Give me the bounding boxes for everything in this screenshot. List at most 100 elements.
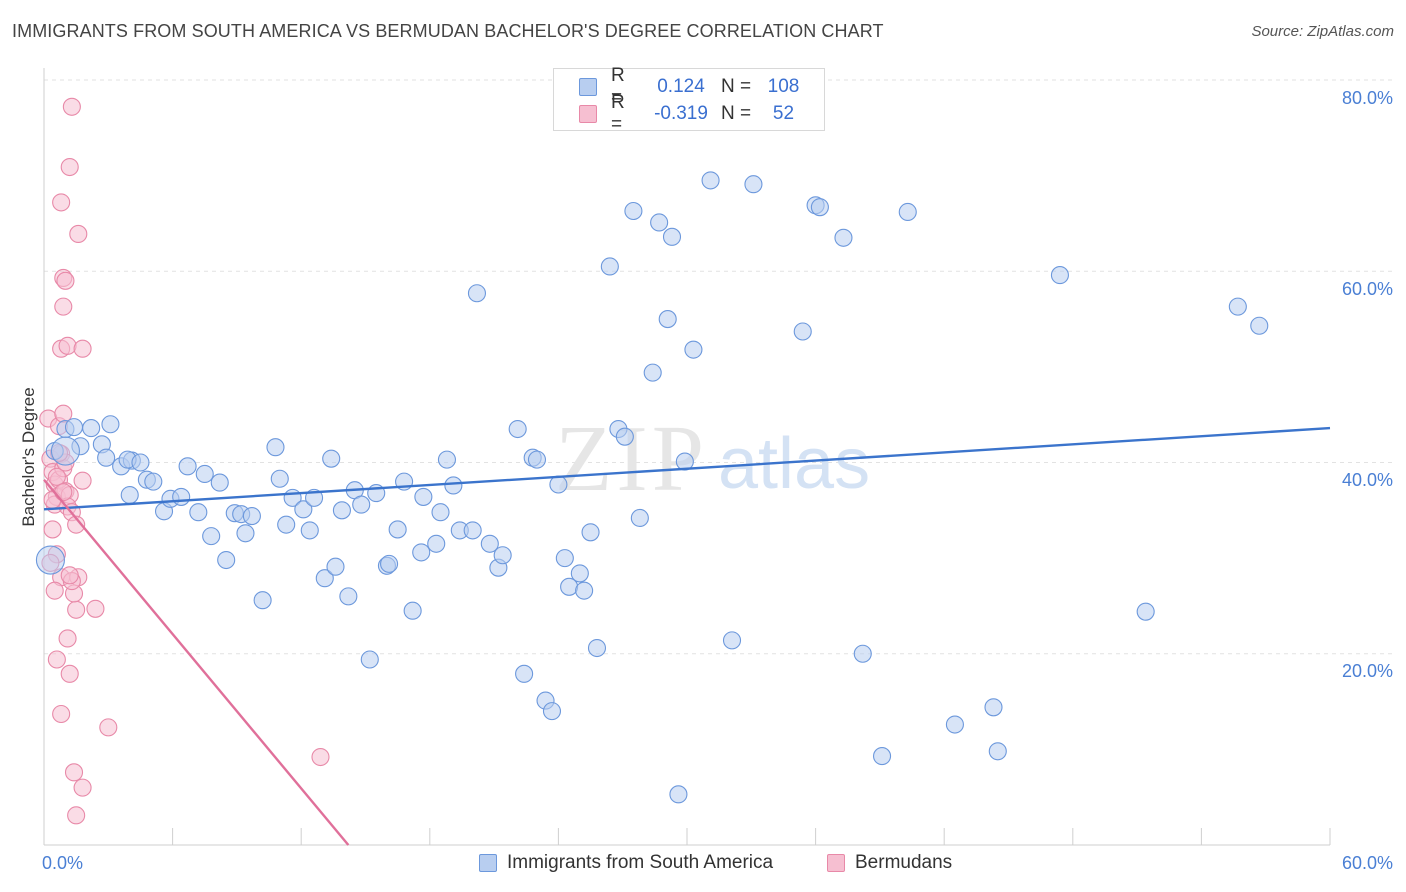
- data-point: [217, 550, 236, 570]
- data-point: [834, 228, 853, 247]
- data-point: [542, 702, 562, 721]
- data-point: [549, 475, 568, 494]
- data-point: [131, 453, 150, 472]
- legend-n-value: 52: [772, 103, 795, 124]
- data-point: [82, 419, 101, 438]
- data-point: [58, 629, 77, 648]
- data-point: [60, 664, 79, 683]
- data-point: [463, 521, 482, 540]
- data-point: [744, 175, 763, 194]
- data-point: [69, 224, 88, 244]
- data-point: [236, 524, 255, 543]
- data-point: [581, 523, 600, 542]
- data-point: [58, 336, 77, 355]
- data-point: [300, 521, 319, 540]
- data-point: [315, 569, 334, 588]
- data-point: [67, 515, 86, 534]
- data-point: [587, 638, 607, 658]
- data-point: [662, 227, 682, 246]
- data-point: [277, 515, 296, 534]
- trend-line-bermudans: [43, 478, 350, 846]
- data-point: [480, 534, 499, 553]
- data-point: [527, 450, 547, 469]
- legend-n-label: N =: [721, 76, 752, 97]
- data-point: [339, 587, 358, 606]
- bottom-legend-south-america: Immigrants from South America: [479, 852, 773, 874]
- data-point: [988, 742, 1007, 761]
- y-tick-label-60: 60.0%: [1342, 279, 1393, 299]
- data-point: [643, 363, 662, 382]
- data-point: [99, 718, 118, 737]
- bottom-legend-swatch-pink: [827, 854, 845, 872]
- data-point: [144, 472, 163, 491]
- data-point: [47, 467, 66, 486]
- legend-n-label: N =: [721, 103, 752, 124]
- data-point: [431, 503, 450, 522]
- data-point: [945, 715, 964, 734]
- data-point: [54, 483, 73, 502]
- data-point: [195, 464, 214, 484]
- legend-r-value: 0.124: [657, 76, 705, 97]
- data-point: [1250, 316, 1269, 335]
- bottom-legend-bermudans: Bermudans: [827, 852, 952, 874]
- data-point: [414, 487, 433, 506]
- data-point: [52, 704, 71, 724]
- data-point: [210, 473, 229, 492]
- data-point: [555, 549, 574, 568]
- data-point: [437, 450, 456, 469]
- data-point: [47, 650, 66, 669]
- correlation-legend: R = 0.124 N = 108 R = -0.319 N = 52: [553, 65, 825, 135]
- data-point: [1228, 297, 1247, 316]
- bottom-legend-swatch-blue: [479, 854, 497, 872]
- data-point: [352, 495, 371, 514]
- data-point: [467, 284, 487, 303]
- y-axis-label: Bachelor's Degree: [19, 387, 38, 526]
- data-point: [493, 546, 512, 565]
- data-point: [64, 418, 84, 437]
- data-point: [810, 198, 829, 217]
- data-point: [658, 310, 677, 329]
- legend-row-south-america: R = 0.124 N = 108: [579, 65, 806, 108]
- data-point: [1050, 266, 1069, 285]
- data-point: [380, 554, 399, 573]
- data-point: [64, 763, 84, 782]
- data-point: [294, 500, 313, 519]
- tick-labels: 0.0% 60.0% 20.0% 40.0% 60.0% 80.0% Bache…: [19, 88, 1393, 873]
- data-point: [73, 778, 92, 797]
- data-point-large: [35, 545, 65, 575]
- watermark-atlas: atlas: [718, 424, 870, 504]
- data-point: [615, 427, 634, 446]
- data-point: [62, 97, 81, 116]
- data-point: [120, 485, 139, 505]
- x-tick-label-1: 60.0%: [1342, 853, 1393, 873]
- data-point: [360, 650, 379, 669]
- data-point: [684, 340, 703, 359]
- data-point: [202, 527, 221, 546]
- data-point: [853, 644, 872, 663]
- y-tick-label-20: 20.0%: [1342, 661, 1393, 681]
- data-point: [669, 785, 688, 804]
- legend-r-value: -0.319: [654, 103, 708, 124]
- data-point: [630, 508, 649, 528]
- trend-lines: [43, 426, 1331, 846]
- data-point: [332, 501, 351, 520]
- data-point: [43, 520, 62, 539]
- gridlines: [44, 79, 1392, 655]
- data-point: [178, 457, 197, 476]
- data-point-large: [50, 436, 80, 466]
- x-tick-label-0: 0.0%: [42, 853, 83, 873]
- data-point: [101, 415, 120, 434]
- data-point: [60, 566, 79, 585]
- data-point: [427, 534, 446, 553]
- south-america-points: [35, 171, 1269, 804]
- legend-swatch-blue: [579, 78, 597, 96]
- data-point: [898, 202, 917, 222]
- data-point: [388, 520, 407, 539]
- data-point: [650, 213, 669, 232]
- data-point: [984, 698, 1003, 717]
- data-point: [67, 600, 86, 619]
- data-point: [701, 171, 720, 190]
- data-point: [67, 806, 86, 825]
- data-point: [326, 557, 345, 576]
